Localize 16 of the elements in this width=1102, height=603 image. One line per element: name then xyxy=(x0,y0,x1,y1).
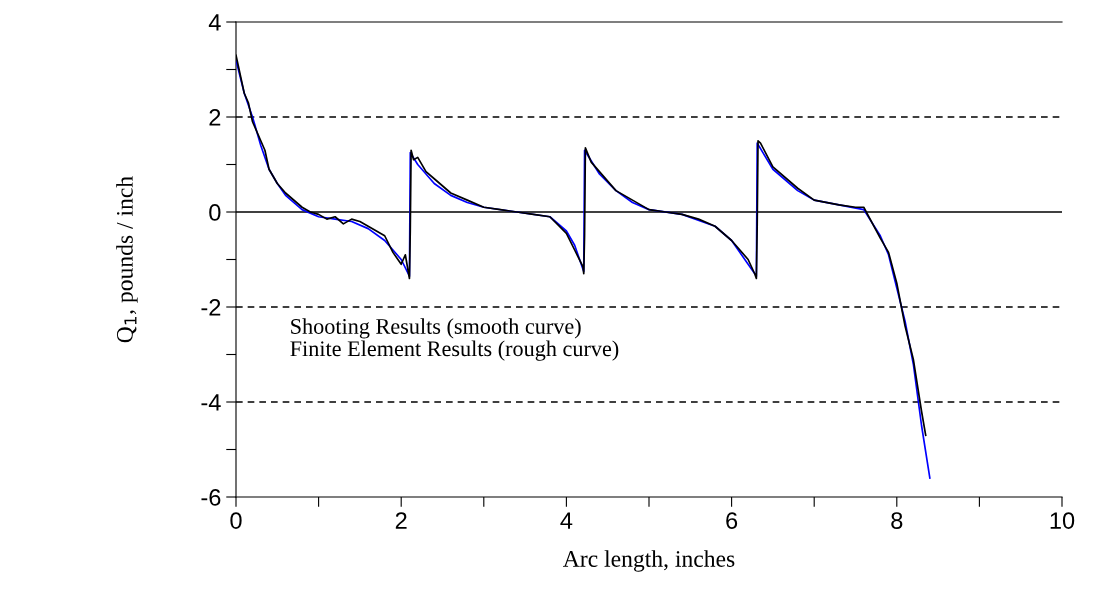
y-tick-label: -4 xyxy=(201,394,221,411)
y-tick-label: -6 xyxy=(201,489,221,506)
y-axis-title: Q$_{1}$, pounds / inch xyxy=(116,176,138,343)
annotation: Shooting Results (smooth curve) xyxy=(291,318,581,339)
annotation: Finite Element Results (rough curve) xyxy=(290,340,619,361)
y-tick-label: 2 xyxy=(209,109,221,126)
x-tick-label: 6 xyxy=(726,512,738,529)
x-tick-label: 10 xyxy=(1050,512,1075,529)
x-tick-label: 2 xyxy=(395,512,407,529)
y-tick-label: -2 xyxy=(201,299,221,316)
x-axis-title: Arc length, inches xyxy=(563,550,735,572)
y-tick-label: 0 xyxy=(209,204,221,221)
x-tick-label: 0 xyxy=(230,512,242,529)
x-tick-label: 8 xyxy=(891,512,903,529)
y-tick-label: 4 xyxy=(208,14,221,31)
x-tick-label: 4 xyxy=(560,512,573,529)
